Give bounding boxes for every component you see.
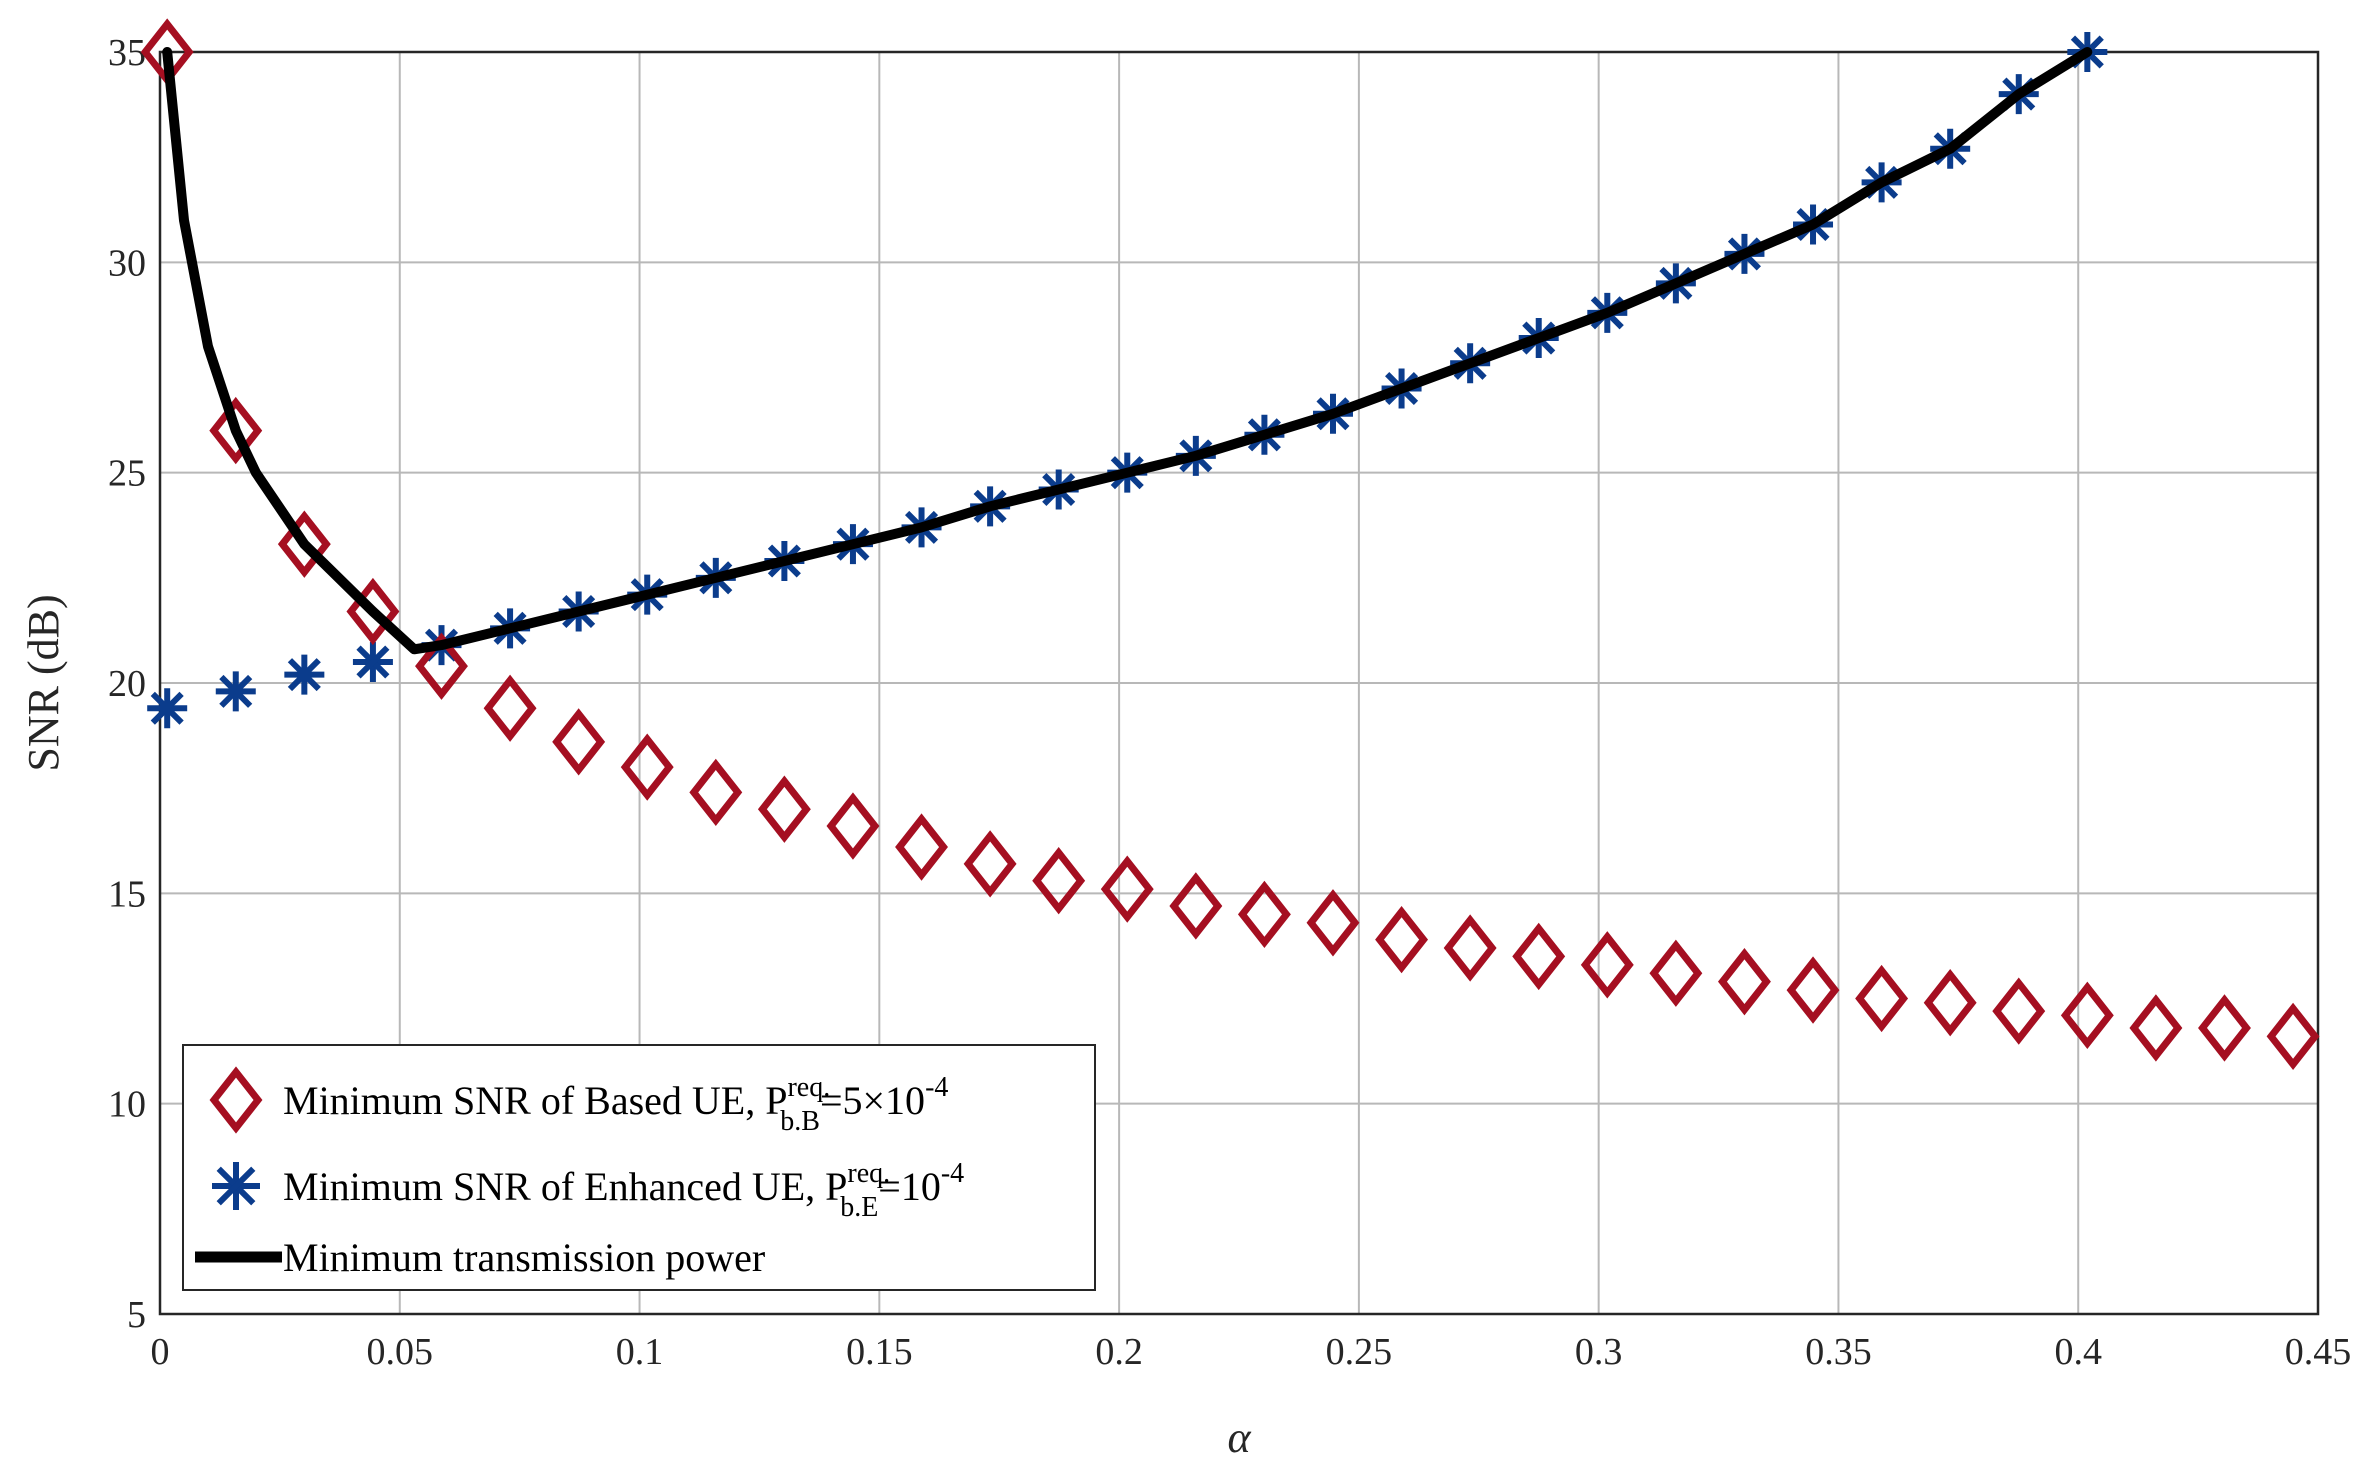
y-tick-labels: 5 10 15 20 25 30 35 bbox=[108, 32, 146, 1336]
legend-suffix-based-ue: =5×10 bbox=[820, 1078, 925, 1123]
legend-entry-enhanced-ue: Minimum SNR of Enhanced UE, Preq. b.E=10-… bbox=[212, 1158, 964, 1223]
svg-text:Minimum SNR of Enhanced UE, Pr: Minimum SNR of Enhanced UE, Preq. b.E=10-… bbox=[283, 1158, 964, 1223]
plot-area-border bbox=[158, 50, 2320, 1316]
legend-diamond-marker bbox=[209, 1066, 263, 1134]
based-ue-point bbox=[1237, 880, 1291, 949]
x-tick-label: 0.05 bbox=[367, 1331, 434, 1373]
based-ue-point bbox=[2266, 1002, 2320, 1071]
legend-label-based-ue: Minimum SNR of Based UE, P bbox=[283, 1078, 787, 1123]
legend-label-enhanced-ue: Minimum SNR of Enhanced UE, P bbox=[283, 1164, 847, 1209]
legend-entry-based-ue: Minimum SNR of Based UE, Preq. b.B=5×10-4 bbox=[209, 1066, 948, 1137]
y-tick-label: 30 bbox=[108, 242, 146, 284]
y-tick-label: 10 bbox=[108, 1084, 146, 1126]
based-ue-point bbox=[689, 758, 743, 827]
y-tick-label: 20 bbox=[108, 663, 146, 705]
based-ue-point bbox=[963, 830, 1017, 898]
based-ue-point bbox=[2198, 994, 2251, 1062]
x-tick-label: 0 bbox=[151, 1331, 170, 1373]
y-tick-label: 25 bbox=[108, 453, 146, 495]
based-ue-point bbox=[2129, 994, 2183, 1062]
based-ue-point bbox=[1786, 956, 1840, 1024]
y-tick-label: 5 bbox=[127, 1294, 146, 1336]
legend-sup-based-ue: req. bbox=[787, 1072, 830, 1103]
based-ue-point bbox=[895, 813, 948, 881]
based-ue-point bbox=[1443, 914, 1497, 982]
legend-sub-enhanced-ue: b.E bbox=[840, 1192, 878, 1223]
x-tick-label: 0.4 bbox=[2054, 1331, 2102, 1373]
y-tick-label: 35 bbox=[108, 32, 146, 74]
y-tick-label: 15 bbox=[108, 873, 146, 915]
asterisk-stroke bbox=[216, 1166, 256, 1206]
enhanced-ue-point bbox=[215, 671, 256, 712]
legend-suffix-enhanced-ue: =10 bbox=[878, 1164, 941, 1209]
based-ue-point bbox=[552, 708, 606, 776]
asterisk-stroke bbox=[219, 674, 253, 708]
y-axis-label: SNR (dB) bbox=[19, 594, 68, 771]
legend-label-min-power: Minimum transmission power bbox=[283, 1235, 765, 1280]
based-ue-point bbox=[1100, 855, 1154, 923]
enhanced-ue-point bbox=[147, 688, 188, 729]
legend-asterisk-marker bbox=[212, 1162, 260, 1210]
min-power-line bbox=[162, 47, 2093, 655]
series-layer bbox=[140, 18, 2320, 1071]
based-ue-point bbox=[826, 792, 880, 860]
x-tick-label: 0.25 bbox=[1326, 1331, 1393, 1373]
enhanced-ue-point bbox=[284, 654, 325, 695]
x-tick-label: 0.1 bbox=[616, 1331, 664, 1373]
based-ue-point bbox=[277, 510, 331, 578]
based-ue-point bbox=[1169, 872, 1223, 940]
based-ue-point bbox=[620, 733, 674, 801]
legend: Minimum SNR of Based UE, Preq. b.B=5×10-4… bbox=[182, 1044, 1096, 1291]
based-ue-point bbox=[1306, 889, 1360, 957]
legend-sup-enhanced-ue: req. bbox=[847, 1158, 890, 1189]
x-tick-label: 0.45 bbox=[2285, 1331, 2352, 1373]
x-tick-label: 0.2 bbox=[1095, 1331, 1143, 1373]
legend-box bbox=[182, 1044, 1096, 1291]
based-ue-point bbox=[1718, 948, 1771, 1016]
legend-sub-based-ue: b.B bbox=[780, 1106, 820, 1137]
based-ue-point bbox=[2060, 981, 2114, 1049]
based-ue-point bbox=[483, 674, 537, 742]
legend-suffix-sup-enhanced-ue: -4 bbox=[941, 1158, 964, 1189]
x-tick-label: 0.3 bbox=[1575, 1331, 1623, 1373]
based-ue-point bbox=[1512, 922, 1566, 991]
legend-suffix-sup-based-ue: -4 bbox=[925, 1072, 948, 1103]
legend-asterisk-shape bbox=[212, 1162, 260, 1210]
asterisk-stroke bbox=[287, 658, 321, 692]
based-ue-point bbox=[1375, 905, 1429, 974]
svg-text:Minimum SNR of Based UE, Preq.: Minimum SNR of Based UE, Preq. b.B=5×10-4 bbox=[283, 1072, 948, 1137]
legend-entry-min-power: Minimum transmission power bbox=[195, 1235, 765, 1280]
enhanced-ue-point bbox=[352, 641, 393, 682]
x-axis-label: α bbox=[1227, 1413, 1251, 1462]
based-ue-point bbox=[1992, 977, 2046, 1045]
based-ue-point bbox=[757, 775, 811, 843]
based-ue-point bbox=[1580, 931, 1634, 999]
x-tick-label: 0.35 bbox=[1805, 1331, 1872, 1373]
x-tick-labels: 0 0.05 0.1 0.15 0.2 0.25 0.3 0.35 0.4 0.45 bbox=[151, 1331, 2352, 1373]
asterisk-stroke bbox=[150, 691, 184, 725]
based-ue-point bbox=[1649, 939, 1703, 1007]
x-tick-label: 0.15 bbox=[846, 1331, 913, 1373]
based-ue-point bbox=[415, 632, 468, 700]
based-ue-point bbox=[209, 396, 263, 465]
asterisk-stroke bbox=[356, 645, 390, 679]
based-ue-point bbox=[1855, 964, 1909, 1033]
based-ue-point bbox=[1923, 969, 1977, 1037]
based-ue-point bbox=[1032, 847, 1086, 915]
